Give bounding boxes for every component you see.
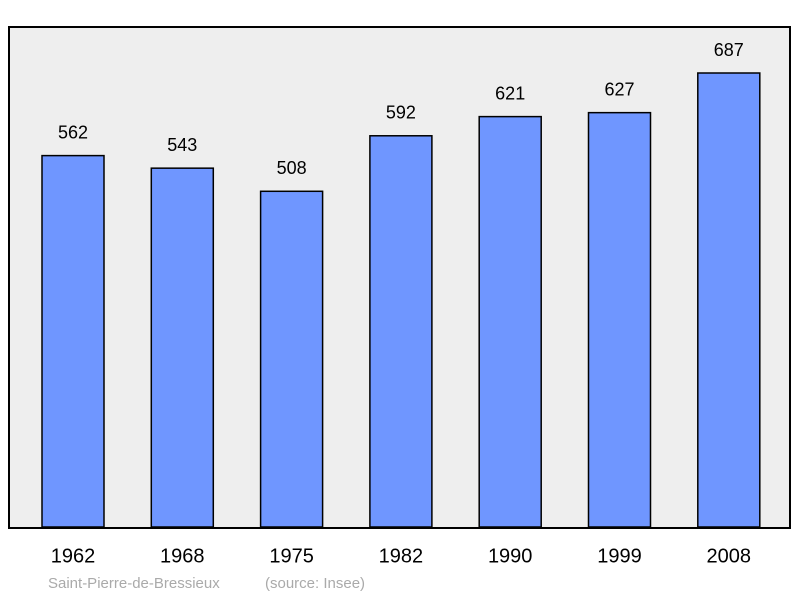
bar [697,72,761,528]
caption: Saint-Pierre-de-Bressieux [48,575,220,592]
x-tick-label: 1962 [51,545,96,567]
value-label: 562 [58,122,88,142]
x-tick-label: 1990 [488,545,533,567]
value-label: 592 [386,103,416,123]
x-tick-label: 1999 [597,545,642,567]
value-label: 687 [714,40,744,60]
value-label: 627 [604,79,634,99]
x-tick-label: 1968 [160,545,205,567]
value-label: 508 [277,158,307,178]
value-label: 621 [495,83,525,103]
source: (source: Insee) [265,575,365,592]
bar [259,190,324,528]
bar [369,135,433,528]
bar [41,154,105,528]
x-tick-label: 2008 [707,545,752,567]
value-label: 543 [167,135,197,155]
bar [478,115,542,528]
x-tick-label: 1975 [269,545,314,567]
bar [150,167,215,528]
bar [587,111,652,528]
x-tick-label: 1982 [379,545,424,567]
